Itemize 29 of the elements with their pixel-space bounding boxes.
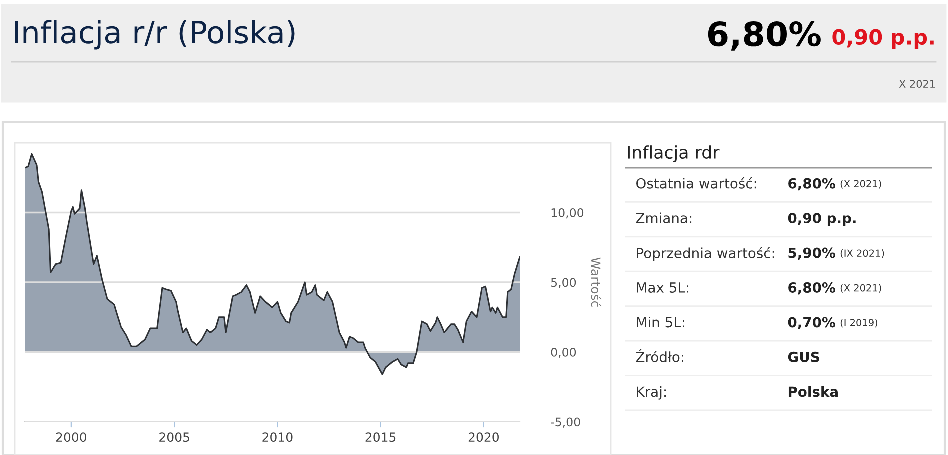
text: Zmiana: [636, 212, 692, 224]
text: 0,90 p.p. [832, 29, 934, 50]
text: 6,80% [708, 21, 821, 51]
text: Źródło: [636, 349, 684, 362]
text: Max 5L: [637, 282, 689, 293]
x-tick-label: 2020 [468, 432, 499, 442]
text: Poprzednia wartość: [637, 247, 774, 262]
y-axis-title: Wartość [591, 258, 602, 307]
text: 6,80% (X 2021) [788, 178, 882, 191]
text: Polska [788, 386, 838, 398]
text: Inflacja rdr [628, 146, 720, 162]
y-tick-label: 10,00 [552, 208, 584, 219]
text: Ostatnia wartość: [636, 178, 756, 189]
x-tick-label: 2010 [262, 432, 293, 442]
text: Kraj: [637, 386, 666, 400]
text: GUS [788, 352, 820, 362]
text: 5,90% (IX 2021) [788, 248, 884, 260]
x-tick-label: 2000 [56, 432, 86, 442]
x-tick-label: 2005 [160, 432, 190, 442]
text: 0,90 p.p. [788, 213, 856, 226]
text: Min 5L: [637, 316, 684, 328]
y-tick-label: 5,00 [551, 278, 576, 288]
y-tick-label: -5,00 [551, 418, 580, 428]
text: 0,70% (I 2019) [788, 317, 878, 330]
y-tick-label: 0,00 [551, 348, 576, 358]
chart-title: Inflacja r/r (Polska) [15, 20, 295, 50]
text: 6,80% (X 2021) [788, 282, 882, 295]
text: X 2021 [899, 80, 936, 88]
x-tick-label: 2015 [366, 432, 396, 442]
